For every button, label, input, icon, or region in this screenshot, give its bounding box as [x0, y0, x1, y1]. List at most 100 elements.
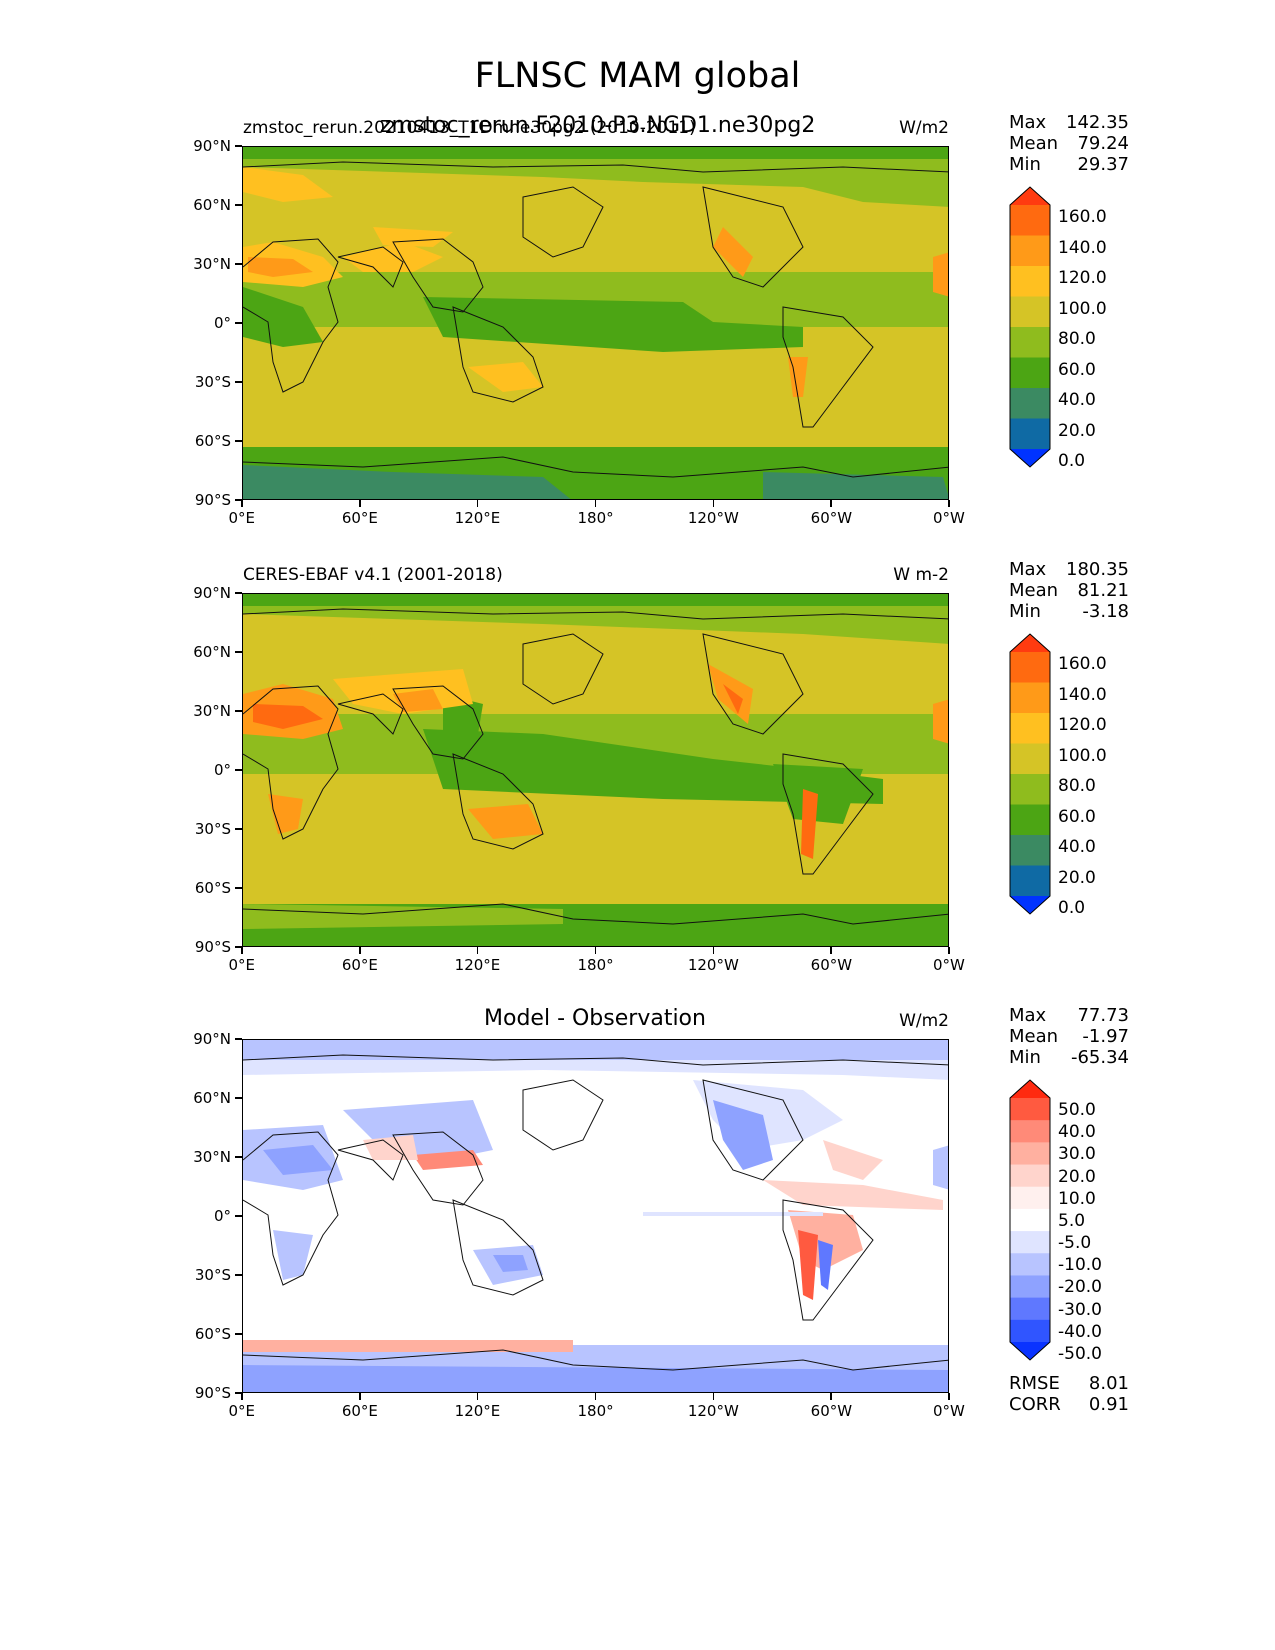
colorbar-bin [1010, 743, 1050, 775]
y-tick-mark [235, 263, 242, 265]
colorbar-bin [1010, 1231, 1050, 1254]
colorbar-bin [1010, 774, 1050, 805]
stat-mean-label: Mean [1009, 1026, 1059, 1047]
y-tick-mark [235, 381, 242, 383]
y-tick-mark [235, 887, 242, 889]
x-tick-mark [476, 1393, 479, 1400]
y-tick-mark [235, 592, 242, 594]
colorbar-bin [1010, 1120, 1050, 1143]
colorbar-bin [1010, 205, 1050, 236]
x-tick-label: 120°W [687, 956, 739, 974]
panel-3-metrics: RMSE 8.01 CORR 0.91 [1009, 1373, 1129, 1415]
x-tick-label: 60°E [341, 509, 378, 527]
y-tick-label: 90°N [193, 137, 231, 155]
colorbar-label: 20.0 [1058, 420, 1096, 441]
y-tick-mark [235, 1156, 242, 1158]
x-tick-label: 0°E [228, 1402, 256, 1420]
x-tick-mark [948, 947, 950, 954]
panel-3-title-center: Model - Observation [484, 1006, 706, 1031]
panel-1-stats: Max 142.35 Mean 79.24 Min 29.37 [1009, 112, 1129, 175]
x-tick-mark [359, 947, 361, 954]
x-tick-label: 120°E [454, 1402, 501, 1420]
colorbar-bin [1010, 357, 1050, 389]
panel-1-units: W/m2 [899, 118, 949, 138]
x-tick-label: 60°W [810, 509, 853, 527]
y-tick-mark [235, 499, 242, 501]
colorbar-bin [1010, 682, 1050, 714]
y-tick-label: 60°S [194, 879, 231, 897]
y-tick-label: 60°S [194, 432, 231, 450]
y-tick-label: 0° [213, 1207, 231, 1225]
colorbar-label: 120.0 [1058, 268, 1107, 288]
colorbar-bin [1010, 1164, 1050, 1188]
colorbar-label: 140.0 [1058, 237, 1107, 258]
colorbar-label: 50.0 [1058, 1100, 1096, 1120]
colorbar-label: 0.0 [1058, 898, 1086, 918]
colorbar [1009, 633, 1051, 915]
x-tick-label: 0°W [933, 509, 965, 527]
colorbar-label: 140.0 [1058, 684, 1107, 705]
colorbar-label: -50.0 [1058, 1344, 1102, 1364]
colorbar-bin [1010, 1098, 1050, 1121]
colorbar-bin [1010, 1186, 1050, 1210]
colorbar-bin [1010, 1253, 1050, 1276]
panel-3-map [242, 1039, 949, 1393]
x-tick-mark [830, 947, 832, 954]
x-tick-mark [948, 500, 950, 507]
x-tick-label: 60°W [810, 1402, 853, 1420]
coastlines [243, 1054, 948, 1371]
colorbar-label: -20.0 [1058, 1277, 1102, 1298]
x-tick-mark [948, 1393, 950, 1400]
stat-mean: 81.21 [1077, 580, 1129, 601]
x-tick-label: 60°E [341, 1402, 378, 1420]
x-tick-label: 0°W [933, 956, 965, 974]
colorbar [1009, 186, 1051, 468]
x-tick-mark [712, 500, 715, 507]
colorbar-label: -40.0 [1058, 1321, 1102, 1342]
rmse-value: 8.01 [1088, 1373, 1129, 1394]
y-tick-label: 90°N [193, 584, 231, 602]
x-tick-mark [241, 500, 243, 507]
stat-max: 180.35 [1066, 559, 1129, 580]
colorbar-bin [1010, 418, 1050, 450]
panel-2-title-left: CERES-EBAF v4.1 (2001-2018) [243, 565, 503, 585]
x-tick-label: 60°E [341, 956, 378, 974]
x-tick-label: 120°E [454, 509, 501, 527]
x-tick-label: 120°E [454, 956, 501, 974]
colorbar-label: 100.0 [1058, 298, 1107, 319]
colorbar-bin [1010, 835, 1050, 866]
colorbar-extend-min [1010, 896, 1050, 914]
colorbar-bin [1010, 1142, 1050, 1166]
y-tick-mark [235, 1274, 242, 1276]
y-tick-label: 60°N [193, 643, 231, 661]
colorbar-bin [1010, 713, 1050, 744]
colorbar-outline [1009, 1079, 1051, 1361]
stat-min-label: Min [1009, 154, 1041, 175]
colorbar-extend-max [1010, 187, 1050, 205]
y-tick-mark [235, 1215, 242, 1217]
coastlines [243, 161, 948, 478]
colorbar-label: 0.0 [1058, 451, 1086, 471]
colorbar-extend-min [1010, 1342, 1050, 1360]
stat-mean: 79.24 [1077, 133, 1129, 154]
x-tick-mark [594, 1393, 597, 1400]
colorbar-outline [1009, 633, 1051, 915]
colorbar-bin [1010, 1275, 1050, 1299]
stat-max: 142.35 [1066, 112, 1129, 133]
x-tick-mark [241, 947, 243, 954]
stat-mean-label: Mean [1009, 133, 1059, 154]
colorbar [1009, 1079, 1051, 1361]
corr-label: CORR [1009, 1394, 1061, 1415]
colorbar-bin [1010, 652, 1050, 683]
figure-title: FLNSC MAM global [474, 56, 801, 96]
y-tick-label: 60°N [193, 196, 231, 214]
x-tick-mark [830, 1393, 832, 1400]
y-tick-mark [235, 145, 242, 147]
y-tick-label: 30°S [194, 820, 231, 838]
stat-mean-label: Mean [1009, 580, 1059, 601]
y-tick-label: 90°S [194, 1384, 231, 1402]
y-tick-mark [235, 322, 242, 324]
colorbar-label: 160.0 [1058, 654, 1107, 674]
x-tick-mark [712, 947, 715, 954]
y-tick-mark [235, 769, 242, 771]
